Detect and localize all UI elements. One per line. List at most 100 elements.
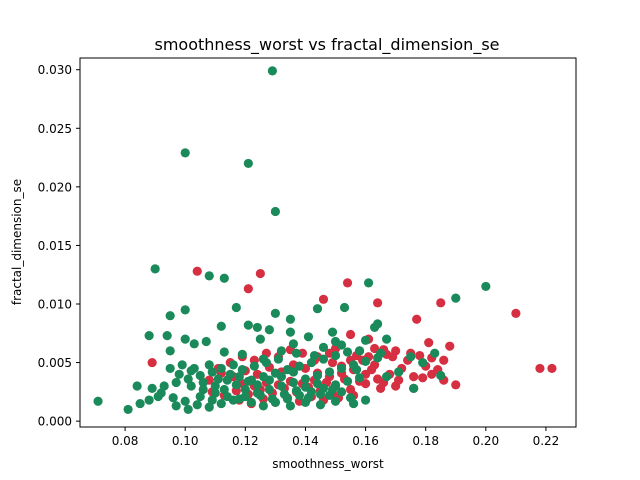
x-tick-label: 0.20 — [472, 434, 499, 448]
points-layer — [93, 66, 557, 415]
y-tick-label: 0.015 — [38, 239, 72, 253]
scatter-point-s0-7 — [511, 308, 521, 318]
scatter-point-s1-64 — [165, 363, 175, 374]
scatter-point-s1-155 — [394, 367, 404, 377]
scatter-point-s1-105 — [186, 366, 196, 376]
scatter-point-s1-62 — [195, 370, 205, 381]
scatter-point-s1-53 — [123, 404, 133, 415]
scatter-point-s1-21 — [243, 320, 253, 330]
scatter-point-s1-115 — [306, 357, 317, 368]
scatter-point-s1-38 — [237, 349, 247, 359]
scatter-point-s1-63 — [207, 367, 217, 377]
scatter-point-s1-57 — [132, 381, 142, 391]
scatter-point-s1-82 — [300, 374, 311, 384]
scatter-point-s1-11 — [231, 302, 241, 313]
scatter-point-s1-126 — [264, 375, 274, 385]
scatter-point-s1-17 — [180, 334, 190, 344]
scatter-point-s1-24 — [285, 327, 296, 337]
x-axis-label: smoothness_worst — [272, 457, 384, 471]
scatter-point-s1-12 — [312, 304, 323, 314]
scatter-point-s1-133 — [348, 398, 359, 409]
scatter-point-s1-9 — [451, 293, 461, 303]
scatter-point-s1-52 — [93, 396, 103, 406]
scatter-point-s1-55 — [144, 395, 154, 405]
scatter-point-s1-85 — [336, 363, 347, 374]
scatter-point-s1-1 — [180, 148, 190, 158]
scatter-point-s0-35 — [147, 357, 157, 368]
scatter-point-s0-106 — [394, 375, 404, 385]
scatter-point-s1-147 — [249, 361, 259, 371]
scatter-point-s1-20 — [216, 321, 226, 331]
scatter-point-s1-95 — [258, 401, 268, 411]
scatter-point-s1-15 — [285, 314, 296, 324]
scatter-point-s1-8 — [363, 278, 374, 288]
scatter-point-s0-36 — [535, 363, 545, 374]
scatter-point-s1-80 — [276, 381, 287, 391]
scatter-point-s1-74 — [204, 402, 214, 412]
scatter-point-s0-25 — [327, 357, 338, 368]
scatter-point-s1-4 — [150, 264, 160, 274]
scatter-point-s1-109 — [234, 372, 244, 382]
scatter-point-s0-38 — [451, 380, 461, 390]
scatter-point-s1-84 — [324, 367, 335, 377]
scatter-point-s1-72 — [180, 396, 190, 406]
scatter-point-s1-135 — [231, 380, 241, 390]
scatter-point-s1-65 — [177, 360, 187, 370]
scatter-point-s1-150 — [171, 401, 181, 411]
scatter-point-s1-143 — [327, 384, 338, 395]
x-tick-label: 0.14 — [292, 434, 319, 448]
scatter-point-s1-151 — [183, 404, 193, 415]
scatter-point-s0-6 — [436, 298, 446, 308]
scatter-point-s1-16 — [165, 311, 175, 321]
scatter-point-s0-0 — [192, 266, 202, 276]
scatter-point-s0-2 — [243, 284, 253, 294]
scatter-point-s1-35 — [201, 336, 211, 347]
scatter-point-s1-118 — [342, 347, 353, 357]
scatter-point-s1-139 — [279, 389, 290, 399]
scatter-point-s1-146 — [237, 365, 247, 375]
scatter-point-s1-47 — [406, 352, 416, 362]
scatter-point-s1-149 — [273, 354, 283, 364]
scatter-point-s1-44 — [336, 340, 347, 350]
scatter-point-s1-87 — [360, 356, 371, 366]
scatter-point-s1-137 — [255, 390, 265, 400]
scatter-point-s0-105 — [366, 365, 377, 375]
scatter-point-s1-58 — [147, 383, 157, 393]
scatter-point-s1-10 — [180, 305, 190, 315]
scatter-point-s1-29 — [255, 334, 265, 344]
scatter-point-s0-37 — [547, 363, 557, 374]
x-tick-label: 0.08 — [112, 434, 139, 448]
scatter-point-s1-41 — [291, 348, 302, 358]
scatter-point-s1-132 — [336, 387, 347, 397]
scatter-point-s1-91 — [210, 388, 220, 398]
scatter-point-s1-114 — [294, 361, 305, 371]
scatter-point-s0-21 — [439, 355, 449, 365]
x-tick-label: 0.22 — [533, 434, 560, 448]
scatter-point-s1-30 — [288, 339, 299, 349]
scatter-point-s1-102 — [342, 376, 353, 386]
scatter-point-s1-59 — [159, 381, 169, 391]
scatter-point-s1-120 — [315, 400, 326, 410]
scatter-point-s0-12 — [445, 341, 455, 351]
scatter-point-s1-123 — [285, 401, 296, 411]
scatter-point-s1-13 — [339, 302, 350, 313]
scatter-point-s1-27 — [369, 322, 380, 333]
plot-frame — [79, 57, 577, 428]
scatter-point-s0-5 — [373, 298, 383, 308]
y-axis: 0.000 0.005 0.010 0.015 0.020 0.025 0.030 — [38, 63, 80, 429]
scatter-point-s1-34 — [189, 339, 199, 349]
scatter-point-s1-107 — [210, 381, 220, 391]
scatter-point-s1-2 — [243, 158, 253, 169]
scatter-point-s1-18 — [144, 331, 154, 341]
scatter-point-s0-3 — [342, 278, 353, 288]
scatter-point-s1-19 — [162, 331, 172, 341]
y-tick-label: 0.000 — [38, 415, 72, 429]
x-tick-label: 0.16 — [352, 434, 379, 448]
scatter-point-s1-104 — [174, 369, 184, 379]
scatter-point-s1-129 — [300, 382, 311, 392]
scatter-point-s1-90 — [198, 384, 208, 395]
scatter-point-s1-157 — [351, 365, 362, 375]
scatter-point-s1-23 — [264, 325, 274, 335]
scatter-point-s1-32 — [360, 335, 371, 345]
